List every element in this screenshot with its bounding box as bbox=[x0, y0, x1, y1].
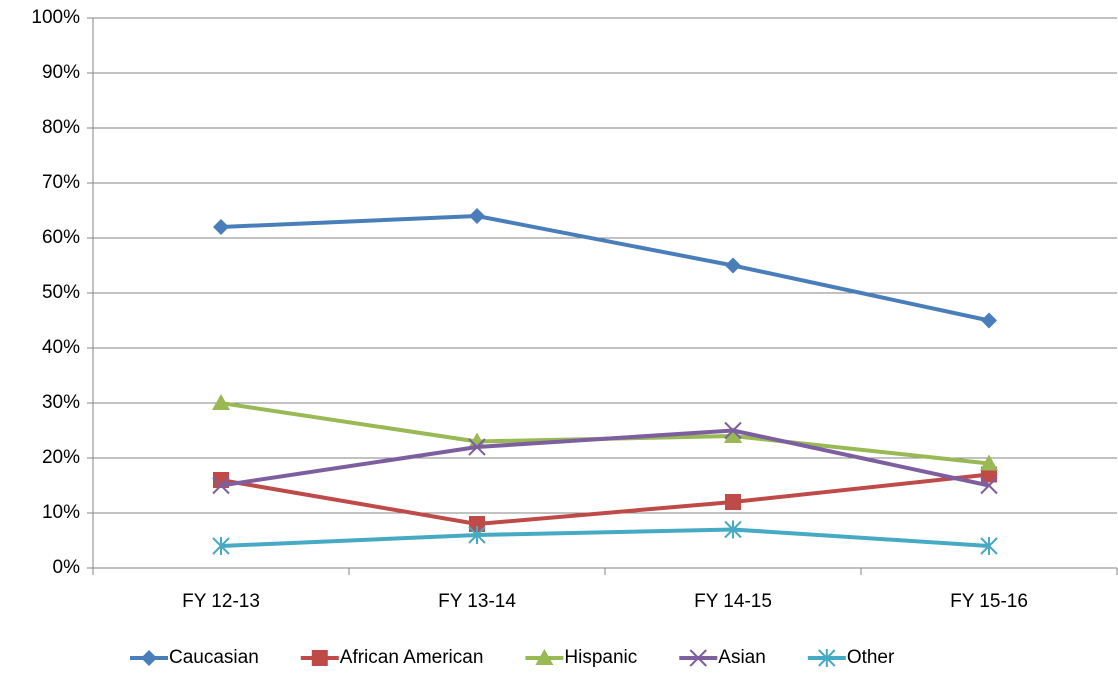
marker bbox=[725, 257, 741, 274]
marker bbox=[724, 427, 742, 443]
marker bbox=[468, 432, 486, 449]
y-tick-label: 90% bbox=[42, 62, 80, 83]
marker bbox=[980, 454, 998, 471]
legend-marker bbox=[141, 650, 157, 666]
y-tick-label: 60% bbox=[42, 227, 80, 248]
y-tick-label: 30% bbox=[42, 392, 80, 413]
series-line bbox=[220, 428, 990, 488]
legend-marker bbox=[311, 650, 328, 666]
legend-label: Asian bbox=[718, 647, 766, 668]
y-tick-label: 100% bbox=[31, 7, 80, 28]
y-tick-label: 40% bbox=[42, 337, 80, 358]
series-line bbox=[220, 401, 990, 466]
legend-label: African American bbox=[340, 647, 484, 668]
marker bbox=[981, 312, 997, 329]
marker bbox=[212, 537, 230, 555]
marker bbox=[212, 476, 230, 495]
marker bbox=[213, 219, 229, 235]
series-line bbox=[220, 214, 990, 323]
x-tick-label: FY 13-14 bbox=[438, 591, 516, 612]
y-tick-label: 70% bbox=[42, 172, 80, 193]
legend-marker bbox=[818, 649, 836, 667]
legend-marker bbox=[689, 649, 707, 667]
x-tick-label: FY 12-13 bbox=[182, 591, 260, 612]
legend-label: Other bbox=[847, 647, 895, 668]
x-tick-label: FY 14-15 bbox=[694, 591, 772, 612]
marker bbox=[980, 537, 998, 555]
marker bbox=[980, 476, 998, 495]
marker bbox=[724, 421, 742, 440]
legend-label: Hispanic bbox=[564, 647, 637, 668]
marker bbox=[469, 208, 485, 224]
marker bbox=[469, 516, 485, 532]
x-tick-label: FY 15-16 bbox=[950, 591, 1028, 612]
y-tick-label: 50% bbox=[42, 282, 80, 303]
marker bbox=[468, 438, 486, 456]
marker bbox=[724, 520, 742, 539]
y-tick-label: 10% bbox=[42, 502, 80, 523]
series-line bbox=[220, 527, 990, 548]
series-line bbox=[220, 472, 990, 526]
y-tick-label: 20% bbox=[42, 447, 80, 468]
marker bbox=[212, 394, 230, 410]
marker bbox=[468, 526, 486, 544]
marker bbox=[725, 494, 741, 510]
y-tick-label: 80% bbox=[42, 117, 80, 138]
y-tick-label: 0% bbox=[53, 557, 81, 578]
legend-marker bbox=[535, 649, 554, 665]
legend-label: Caucasian bbox=[169, 647, 259, 668]
